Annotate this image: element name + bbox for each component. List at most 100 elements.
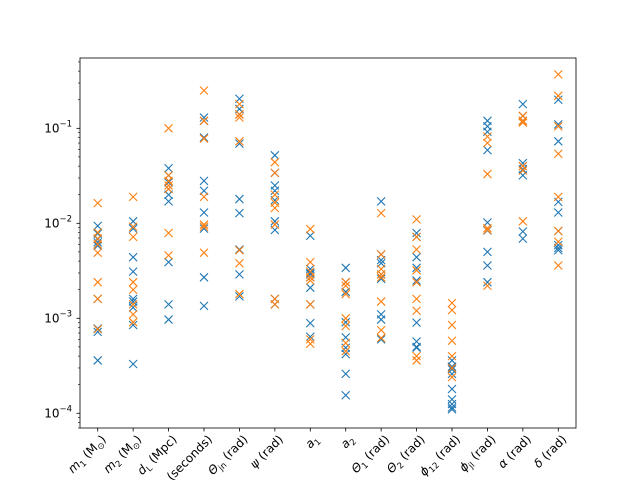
y-tick-label-0: 10−4 bbox=[44, 404, 72, 420]
marker-s1-c11-p5 bbox=[483, 281, 492, 291]
marker-s0-c0-p8 bbox=[93, 356, 103, 365]
marker-s1-c1-p5 bbox=[128, 300, 138, 309]
marker-s0-c3-p2 bbox=[199, 133, 209, 142]
marker-s1-c11-p1 bbox=[483, 138, 492, 148]
marker-s1-c4-p3 bbox=[235, 136, 244, 146]
marker-s1-c6-p0 bbox=[305, 224, 315, 234]
marker-s0-c8-p7 bbox=[376, 315, 386, 324]
marker-s0-c1-p6 bbox=[128, 303, 138, 312]
marker-s0-c0-p0 bbox=[93, 221, 103, 231]
marker-s0-c4-p6 bbox=[235, 245, 244, 254]
marker-s1-c6-p1 bbox=[305, 257, 315, 267]
marker-s0-c9-p5 bbox=[412, 318, 421, 328]
marker-s0-c9-p7 bbox=[412, 342, 421, 352]
marker-s1-c8-p4 bbox=[376, 272, 386, 282]
marker-s1-c11-p2 bbox=[483, 169, 492, 179]
marker-s1-c1-p7 bbox=[128, 317, 138, 327]
marker-s0-c7-p3 bbox=[341, 317, 351, 327]
marker-s1-c0-p3 bbox=[93, 239, 103, 249]
marker-s1-c10-p4 bbox=[447, 351, 457, 361]
marker-s1-c4-p6 bbox=[235, 289, 244, 299]
marker-s1-c1-p2 bbox=[128, 232, 138, 242]
marker-s1-c10-p1 bbox=[447, 305, 457, 315]
marker-s0-c0-p7 bbox=[93, 327, 103, 337]
marker-s0-c4-p3 bbox=[235, 139, 244, 149]
marker-s1-c3-p2 bbox=[199, 134, 209, 143]
marker-s0-c12-p7 bbox=[518, 227, 528, 236]
marker-s1-c5-p4 bbox=[270, 203, 280, 213]
marker-s0-c1-p1 bbox=[128, 224, 138, 233]
marker-s0-c6-p8 bbox=[305, 332, 315, 342]
marker-s1-c6-p4 bbox=[305, 276, 315, 285]
marker-s0-c12-p8 bbox=[518, 234, 528, 244]
y-axis-ticks: 10−4 10−3 10−2 10−1 bbox=[44, 61, 80, 429]
marker-s1-c12-p2 bbox=[518, 118, 528, 127]
marker-s1-c9-p0 bbox=[412, 214, 421, 224]
marker-s0-c2-p5 bbox=[164, 197, 173, 206]
marker-s1-c8-p5 bbox=[376, 297, 386, 306]
marker-s1-c0-p6 bbox=[93, 294, 103, 304]
marker-s0-c4-p8 bbox=[235, 292, 244, 301]
y-tick-label-2: 10−2 bbox=[44, 214, 72, 230]
marker-s1-c5-p1 bbox=[270, 168, 280, 178]
marker-s1-c9-p2 bbox=[412, 245, 421, 254]
marker-s1-c4-p2 bbox=[235, 113, 244, 122]
marker-s1-c13-p0 bbox=[553, 69, 563, 79]
marker-s1-c11-p4 bbox=[483, 225, 492, 235]
marker-s1-c2-p0 bbox=[164, 123, 173, 133]
marker-s0-c12-p3 bbox=[518, 158, 528, 168]
marker-s0-c9-p3 bbox=[412, 263, 421, 273]
marker-s1-c13-p1 bbox=[553, 91, 563, 101]
marker-s0-c8-p0 bbox=[376, 197, 386, 206]
marker-s0-c13-p4 bbox=[553, 208, 563, 217]
marker-s1-c12-p3 bbox=[518, 161, 528, 171]
marker-s0-c2-p8 bbox=[164, 315, 173, 324]
marker-s1-c7-p5 bbox=[341, 338, 351, 348]
marker-s1-c10-p2 bbox=[447, 320, 457, 330]
marker-s1-c7-p2 bbox=[341, 289, 351, 299]
marker-s1-c9-p7 bbox=[412, 351, 421, 361]
y-tick-label-3: 10−1 bbox=[44, 119, 72, 135]
marker-s0-c0-p4 bbox=[93, 241, 103, 251]
data-markers bbox=[93, 69, 563, 414]
marker-s0-c1-p2 bbox=[128, 252, 138, 262]
marker-s1-c1-p1 bbox=[128, 222, 138, 232]
marker-s1-c13-p5 bbox=[553, 226, 563, 236]
marker-s1-c8-p0 bbox=[376, 208, 386, 218]
marker-s0-c4-p5 bbox=[235, 208, 244, 218]
marker-s0-c1-p8 bbox=[128, 359, 138, 369]
marker-s0-c10-p4 bbox=[447, 384, 457, 394]
marker-s1-c2-p3 bbox=[164, 181, 173, 190]
marker-s0-c13-p0 bbox=[553, 95, 563, 105]
marker-s0-c8-p5 bbox=[376, 274, 386, 284]
marker-s1-c1-p0 bbox=[128, 192, 138, 202]
marker-s1-c0-p4 bbox=[93, 248, 103, 258]
marker-s1-c10-p3 bbox=[447, 336, 457, 346]
marker-s1-c9-p4 bbox=[412, 277, 421, 287]
marker-s1-c6-p5 bbox=[305, 300, 315, 309]
marker-s0-c6-p7 bbox=[305, 318, 315, 328]
marker-s0-c7-p8 bbox=[341, 390, 351, 400]
marker-s0-c7-p0 bbox=[341, 263, 351, 273]
marker-s1-c1-p4 bbox=[128, 285, 138, 295]
marker-s1-c4-p1 bbox=[235, 110, 244, 119]
marker-s1-c12-p1 bbox=[518, 116, 528, 126]
marker-s1-c10-p0 bbox=[447, 298, 457, 308]
marker-s0-c13-p8 bbox=[553, 245, 563, 255]
marker-s1-c6-p3 bbox=[305, 272, 315, 282]
marker-s0-c2-p2 bbox=[164, 177, 173, 187]
marker-s1-c9-p5 bbox=[412, 294, 421, 304]
marker-s1-c7-p6 bbox=[341, 346, 351, 356]
marker-s0-c13-p7 bbox=[553, 243, 563, 253]
y-tick-label-1: 10−3 bbox=[44, 309, 72, 325]
plot-area-frame bbox=[79, 57, 577, 429]
marker-s0-c1-p3 bbox=[128, 267, 138, 277]
marker-s1-c8-p1 bbox=[376, 250, 386, 259]
marker-s1-c8-p7 bbox=[376, 333, 386, 343]
marker-s0-c11-p6 bbox=[483, 247, 492, 257]
marker-s0-c3-p7 bbox=[199, 272, 209, 282]
marker-s0-c6-p0 bbox=[305, 231, 315, 241]
marker-s0-c2-p6 bbox=[164, 257, 173, 267]
